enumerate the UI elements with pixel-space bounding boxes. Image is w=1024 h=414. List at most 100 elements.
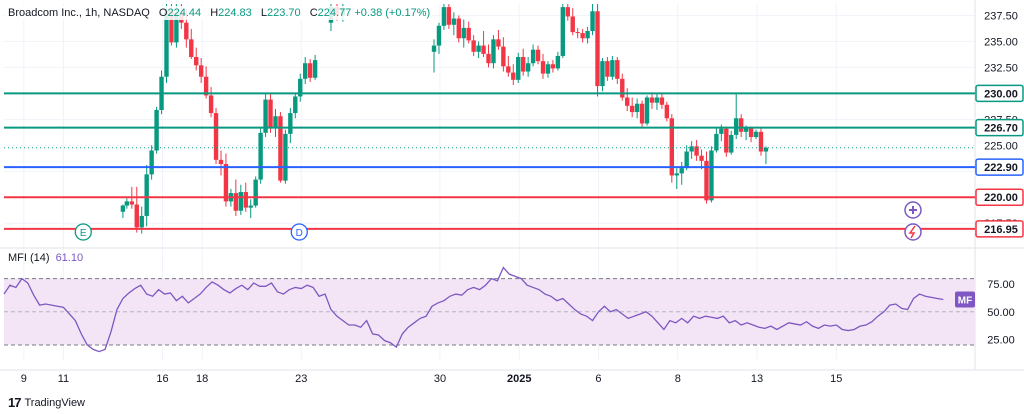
candle-body (634, 103, 640, 113)
alert-plus-glyph (909, 206, 917, 214)
change-value: +0.38 (+0.17%) (354, 7, 431, 19)
candle-body (654, 97, 660, 103)
time-tick-label: 2025 (507, 373, 531, 385)
tradingview-logo-icon: 17 (8, 395, 22, 410)
candle-body (565, 7, 570, 17)
candle-body (164, 10, 169, 77)
candle-body (213, 113, 219, 160)
time-tick-label: 8 (675, 373, 681, 385)
high-value: 224.83 (218, 7, 252, 19)
candle-body (203, 76, 209, 96)
level-label: 220.00 (984, 192, 1018, 204)
candle-body (223, 164, 229, 202)
candle-body (734, 118, 739, 135)
candle-body (560, 7, 566, 56)
price-tick-label: 232.50 (984, 62, 1018, 74)
time-tick-label: 11 (58, 373, 69, 385)
candle-body (268, 99, 273, 128)
candle-body (466, 27, 471, 41)
candle-body (555, 55, 561, 69)
candle-body (461, 27, 466, 39)
candle-body (174, 12, 179, 43)
candle-body (298, 78, 303, 97)
candle-body (724, 128, 729, 153)
open-value: 224.44 (167, 7, 202, 19)
candle-body (288, 113, 293, 134)
candle-body (649, 97, 655, 103)
open-label: O (158, 7, 168, 19)
candle-body (189, 39, 194, 57)
candle-body (129, 201, 135, 205)
candle-body (520, 56, 526, 72)
time-tick-label: 16 (156, 373, 168, 385)
candle-body (535, 49, 541, 62)
candle-body (501, 46, 506, 67)
candle-body (600, 61, 605, 87)
candle-body (491, 39, 496, 64)
earnings-marker-icon (74, 223, 92, 241)
candle-body (699, 155, 704, 161)
low-label: L (260, 7, 267, 19)
candle-body (451, 18, 457, 25)
mfi-value: 61.10 (55, 252, 84, 264)
mfi-line (3, 266, 944, 353)
time-tick-label: 18 (196, 373, 208, 385)
level-label: 216.95 (984, 224, 1018, 236)
candle-body (639, 103, 645, 124)
candle-body (184, 22, 189, 40)
candle-body (506, 66, 511, 73)
candle-body (154, 109, 159, 151)
mfi-label: MFI (14) (8, 252, 50, 264)
level-label: 222.90 (984, 162, 1018, 174)
mfi-badge-box (955, 291, 975, 308)
symbol-title: Broadcom Inc., 1h, NASDAQ (8, 7, 150, 19)
time-tick-label: 6 (595, 373, 601, 385)
mfi-badge: MF (958, 295, 972, 306)
candle-body (283, 133, 288, 181)
time-tick-label: 23 (295, 373, 307, 385)
candle-body (525, 63, 531, 72)
candle-body (476, 45, 481, 52)
candle-body (550, 64, 556, 69)
time-tick-label: 30 (434, 373, 446, 385)
candle-body (258, 132, 263, 180)
candle-body (620, 78, 625, 98)
time-tick-label: 9 (21, 373, 27, 385)
candle-body (496, 39, 501, 47)
level-label: 230.00 (984, 88, 1018, 100)
candle-body (738, 118, 744, 132)
symbol-legend[interactable]: Broadcom Inc., 1h, NASDAQ O224.44 H224.8… (6, 6, 433, 20)
candle-body (307, 63, 313, 78)
candle-body (659, 97, 665, 105)
candle-body (481, 45, 486, 54)
candle-body (704, 160, 709, 201)
candle-body (456, 18, 461, 39)
candle-body (743, 127, 749, 132)
level-label: 226.70 (984, 123, 1018, 135)
candle-body (441, 7, 447, 26)
candle-body (511, 72, 516, 80)
candle-body (684, 151, 689, 169)
candle-body (436, 25, 442, 46)
candle-body (516, 56, 521, 80)
candle-body (263, 99, 268, 133)
level-label-box (975, 220, 1024, 238)
candle-body (709, 150, 714, 201)
candle-body (198, 65, 204, 77)
candle-body (669, 118, 675, 176)
candle-body (120, 205, 126, 212)
level-label-box (975, 158, 1024, 176)
time-tick-label: 15 (830, 373, 842, 385)
mfi-legend[interactable]: MFI (14) 61.10 (8, 252, 83, 264)
tradingview-branding[interactable]: 17 TradingView (8, 395, 85, 410)
mfi-tick-label: 75.00 (987, 279, 1015, 291)
candle-body (605, 61, 610, 77)
candle-body (625, 97, 630, 106)
candle-body (694, 146, 699, 156)
candle-body (590, 11, 595, 32)
candle-body (719, 128, 724, 134)
candle-body (689, 146, 694, 152)
candle-body (238, 192, 244, 211)
high-label: H (210, 7, 219, 19)
